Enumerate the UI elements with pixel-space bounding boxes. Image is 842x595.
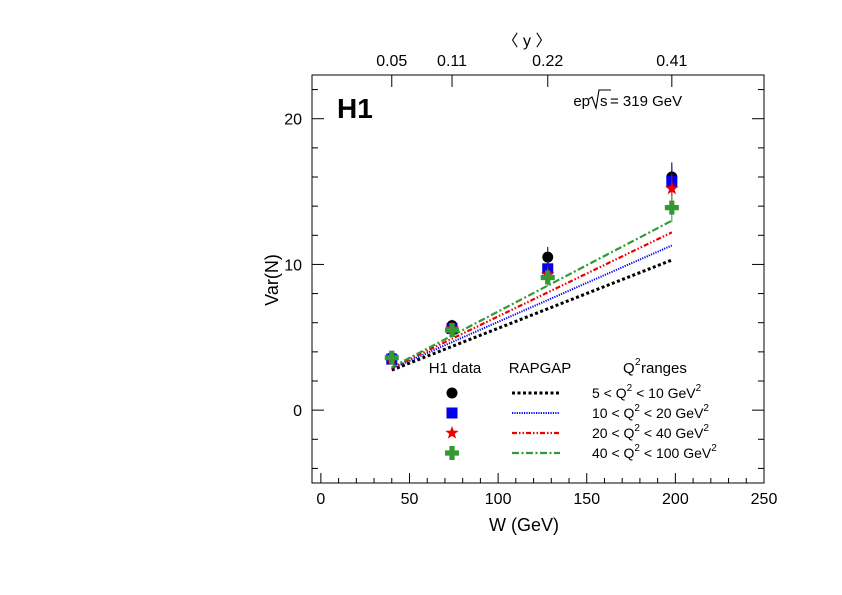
x-axis-label: W (GeV)	[489, 515, 559, 535]
h1-logo: H1	[337, 93, 373, 124]
top-axis-label: 〈 y 〉	[503, 33, 552, 50]
legend-header-model: RAPGAP	[509, 360, 572, 377]
marker-circle	[446, 387, 458, 399]
model-line	[391, 231, 673, 369]
marker-cross	[445, 446, 459, 460]
energy-label-prefix: ep	[573, 93, 590, 110]
legend-header-q2: Q 2 ranges	[623, 357, 687, 377]
legend-header-q2-q: Q	[623, 360, 635, 377]
top-tick-label: 0.05	[376, 53, 407, 70]
legend: H1 data RAPGAP Q 2 ranges 5 < Q2 < 10 Ge…	[429, 357, 717, 461]
marker-star	[665, 181, 679, 195]
legend-label: 5 < Q2 < 10 GeV2	[592, 383, 702, 401]
top-tick-label: 0.41	[656, 53, 687, 70]
model-line	[391, 219, 673, 369]
top-tick-label: 0.11	[437, 53, 467, 70]
legend-header-q2-sup: 2	[635, 357, 641, 368]
legend-label: 20 < Q2 < 40 GeV2	[592, 423, 709, 441]
energy-label: ep s = 319 GeV	[573, 89, 682, 111]
model-line	[391, 244, 673, 370]
y-axis-label: Var(N)	[262, 254, 282, 306]
legend-rows: 5 < Q2 < 10 GeV2 10 < Q2 < 20 GeV2 20 < Q2…	[445, 383, 717, 461]
x-tick-label: 0	[316, 491, 325, 508]
legend-label: 10 < Q2 < 20 GeV2	[592, 403, 709, 421]
y-tick-label: 10	[284, 257, 302, 274]
y-tick-label: 20	[284, 112, 302, 129]
model-line	[391, 258, 673, 372]
plot-frame	[311, 74, 765, 484]
marker-cross	[664, 200, 679, 215]
sqrt-sign	[588, 89, 611, 111]
marker-cross	[384, 350, 399, 365]
top-tick-label: 0.22	[532, 53, 563, 70]
legend-header-q2-rest: ranges	[641, 360, 687, 377]
y-tick-label: 0	[293, 403, 302, 420]
axis-ticks	[312, 75, 765, 483]
x-tick-label: 100	[485, 491, 512, 508]
x-tick-label: 250	[751, 491, 778, 508]
energy-label-value: = 319 GeV	[610, 93, 682, 110]
model-lines	[391, 219, 673, 372]
legend-header-data: H1 data	[429, 360, 482, 377]
tick-labels: 0 50 100 150 200 250 0 10 20 0.05 0.11 0.22 0.41	[284, 53, 777, 508]
marker-circle	[542, 251, 554, 263]
marker-square	[446, 407, 458, 419]
x-tick-label: 200	[662, 491, 689, 508]
legend-label: 40 < Q2 < 100 GeV2	[592, 443, 717, 461]
x-tick-label: 50	[401, 491, 419, 508]
x-tick-label: 150	[573, 491, 600, 508]
data-markers	[384, 162, 679, 365]
marker-cross	[445, 323, 460, 337]
marker-cross	[540, 270, 555, 285]
marker-star	[445, 426, 459, 439]
energy-label-s: s	[600, 93, 608, 110]
